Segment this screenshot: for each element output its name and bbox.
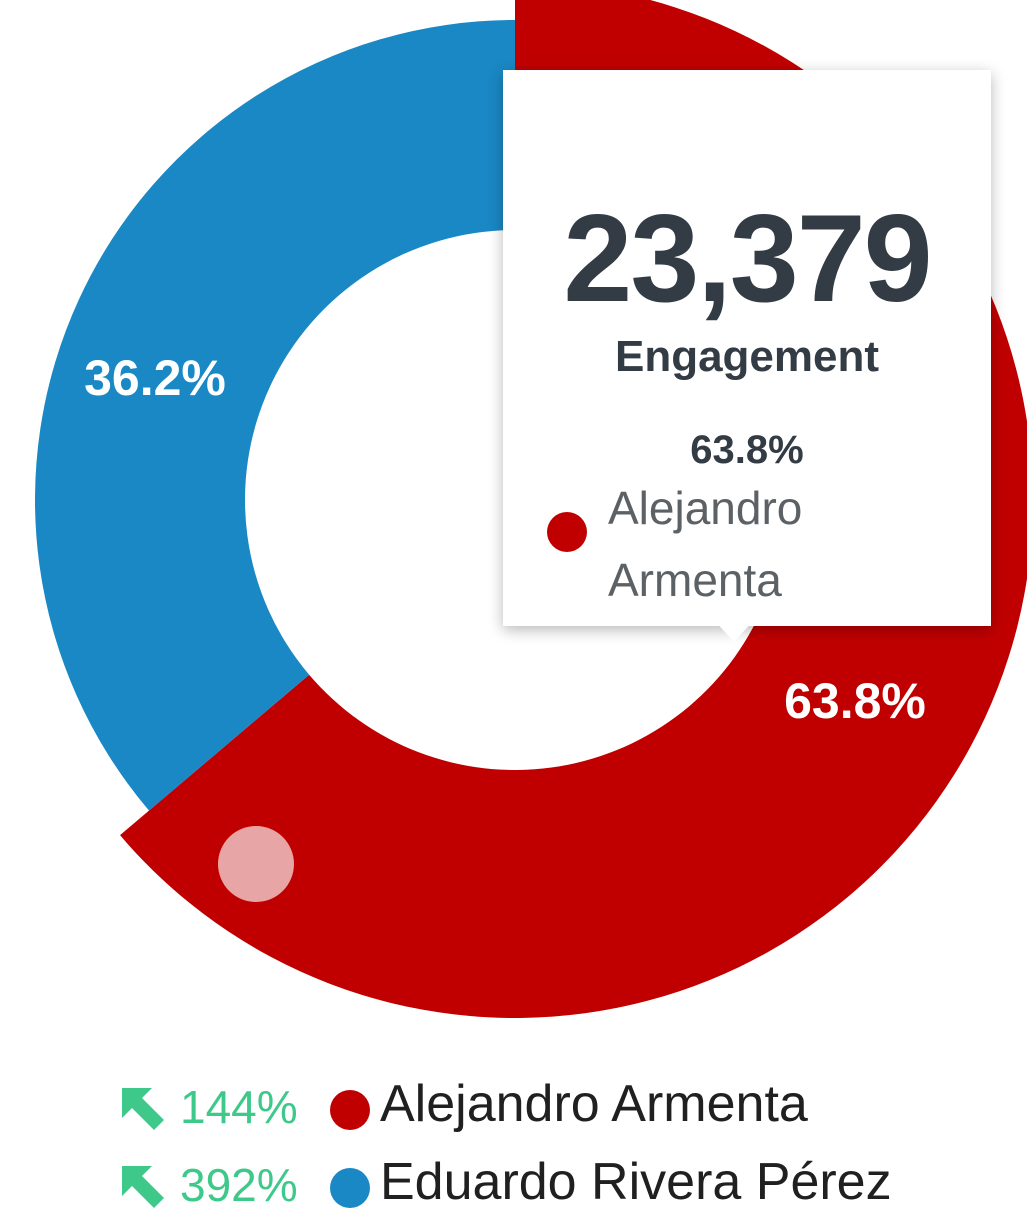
- tooltip: 23,379 Engagement 63.8% Alejandro Arment…: [503, 70, 991, 626]
- tooltip-series-dot: [547, 512, 587, 552]
- legend-series-name: Alejandro Armenta: [380, 1075, 808, 1133]
- donut-slice-1[interactable]: [34, 19, 516, 811]
- tooltip-value: 23,379: [563, 190, 932, 328]
- arrow-up-left-icon: [122, 1166, 164, 1208]
- slice-label-1: 36.2%: [84, 350, 226, 406]
- tooltip-metric: Engagement: [614, 332, 880, 381]
- legend-trend-value: 392%: [180, 1159, 298, 1211]
- slice-label-0: 63.8%: [784, 673, 926, 729]
- tooltip-series-name: Alejandro Armenta: [608, 482, 803, 606]
- hover-marker: [218, 826, 294, 902]
- arrow-up-left-icon: [122, 1088, 164, 1130]
- tooltip-percent: 63.8%: [690, 428, 804, 472]
- legend-series-name: Eduardo Rivera Pérez: [380, 1153, 892, 1211]
- legend-color-dot: [330, 1090, 370, 1130]
- legend-color-dot: [330, 1168, 370, 1208]
- tooltip-pointer: [714, 620, 754, 642]
- legend-trend-value: 144%: [180, 1081, 298, 1133]
